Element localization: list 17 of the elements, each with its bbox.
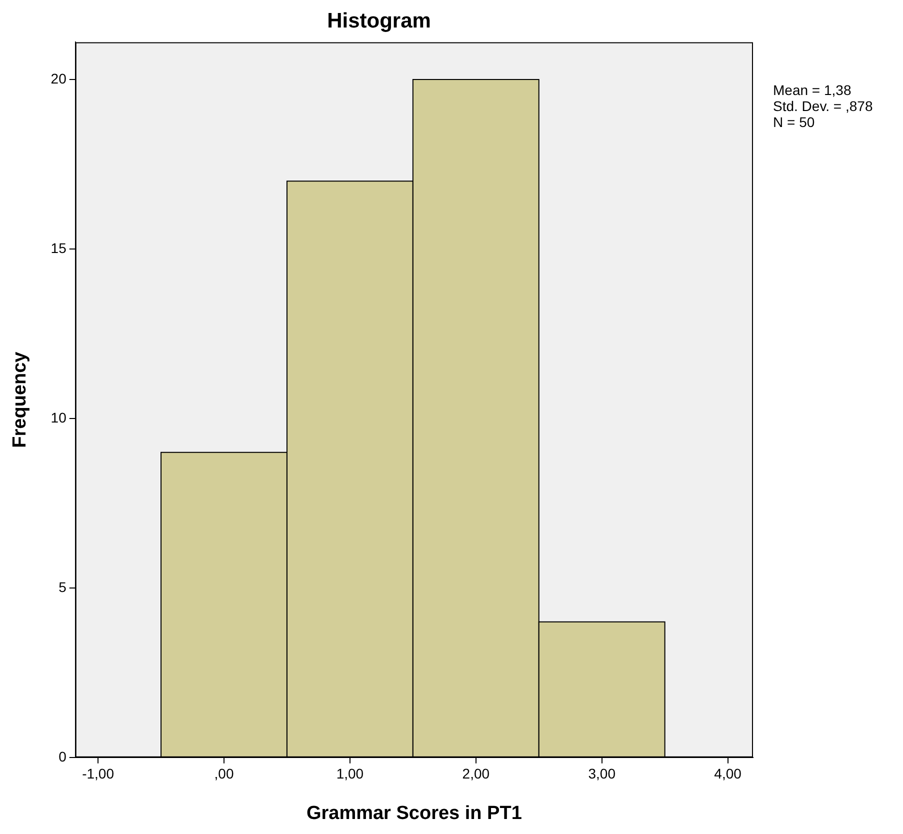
y-axis-title: Frequency: [10, 351, 31, 448]
x-tick-label: -1,00: [82, 766, 114, 782]
chart-title: Histogram: [327, 9, 431, 32]
x-tick-label: 2,00: [462, 766, 490, 782]
text: N = 50: [773, 114, 815, 130]
y-tick-label: 0: [58, 748, 67, 764]
y-tick-label: 20: [50, 70, 67, 86]
y-tick-label: 5: [58, 578, 67, 595]
text: Mean = 1,38: [773, 82, 852, 98]
x-tick-label: 1,00: [336, 766, 364, 782]
text: Std. Dev. = ,878: [773, 98, 873, 114]
x-axis-title: Grammar Scores in PT1: [306, 802, 522, 824]
x-tick-label: 4,00: [714, 766, 742, 782]
y-tick-label: 15: [50, 240, 67, 256]
x-tick-label: ,00: [214, 766, 234, 782]
x-tick-label: 3,00: [588, 766, 616, 782]
y-tick-label: 10: [50, 409, 67, 426]
